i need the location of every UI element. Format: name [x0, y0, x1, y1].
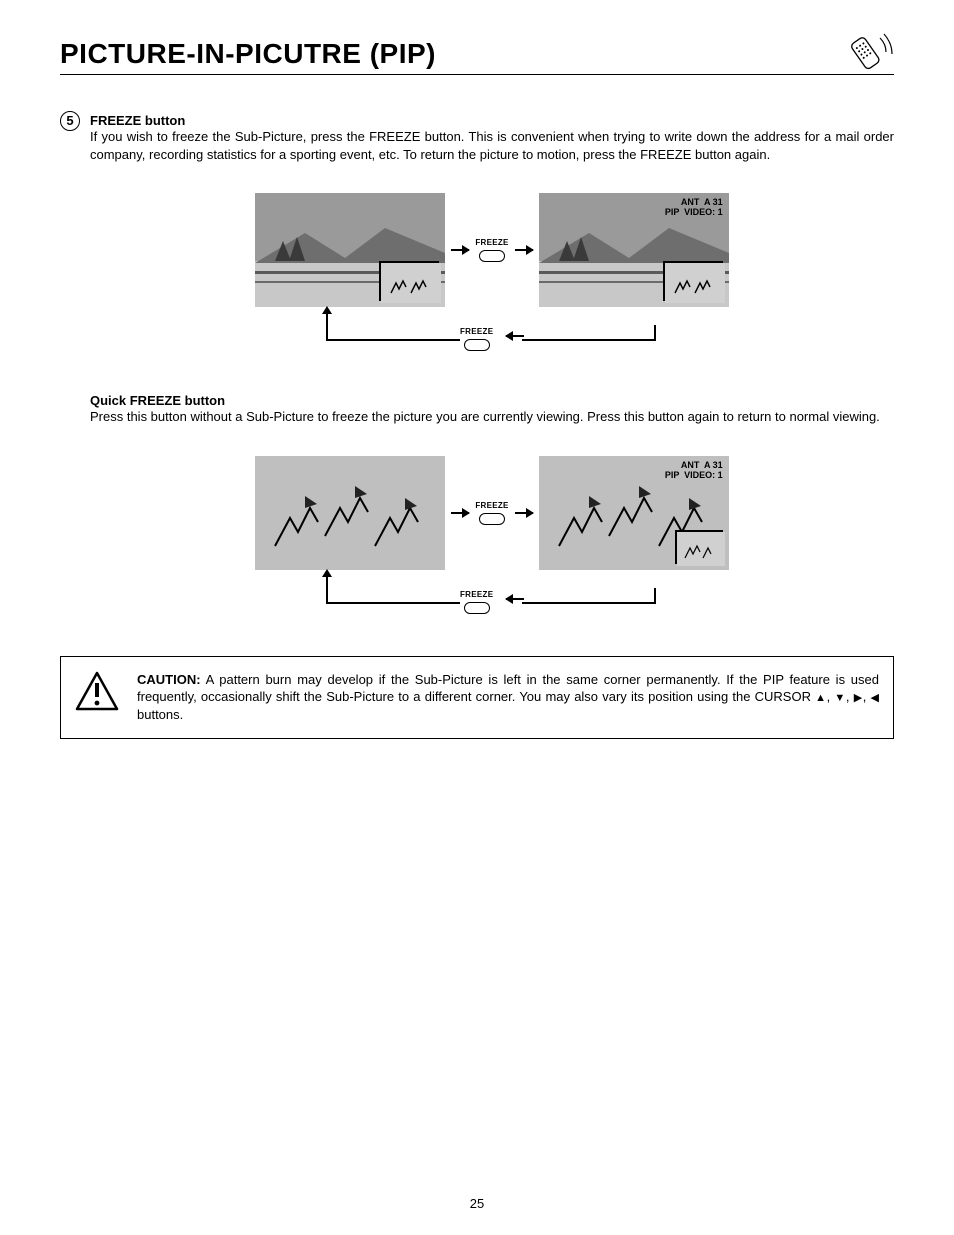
oval-button-icon: [464, 602, 490, 614]
cursor-left-icon: ◀: [871, 692, 879, 704]
oval-button-icon: [464, 339, 490, 351]
caution-box: CAUTION: A pattern burn may develop if t…: [60, 656, 894, 739]
freeze-button-label: FREEZE: [475, 238, 508, 247]
freeze-heading: FREEZE button: [90, 113, 894, 128]
freeze-button-top: FREEZE: [475, 238, 508, 262]
freeze-body: If you wish to freeze the Sub-Picture, p…: [90, 128, 894, 163]
oval-button-icon: [479, 513, 505, 525]
remote-control-icon: [842, 30, 894, 70]
freeze-diagram: FREEZE ANT A 31 PIP VIDEO: 1: [232, 193, 752, 353]
screen-after: ANT A 31 PIP VIDEO: 1: [539, 456, 729, 570]
section-quick-freeze: Quick FREEZE button Press this button wi…: [90, 393, 894, 616]
caution-body-pre: A pattern burn may develop if the Sub-Pi…: [137, 672, 879, 705]
title-rule: [60, 74, 894, 75]
header: PICTURE-IN-PICUTRE (PIP): [60, 30, 894, 70]
caution-body-post: buttons.: [137, 707, 183, 722]
arrow-up-icon: [326, 313, 328, 325]
arrow-right-icon: [515, 512, 533, 514]
arrow-right-icon: [451, 512, 469, 514]
arrow-right-icon: [515, 249, 533, 251]
freeze-button-label: FREEZE: [460, 590, 493, 599]
arrow-right-icon: [451, 249, 469, 251]
caution-text: CAUTION: A pattern burn may develop if t…: [137, 671, 879, 724]
freeze-button-label: FREEZE: [460, 327, 493, 336]
section-freeze: 5 FREEZE button If you wish to freeze th…: [90, 113, 894, 353]
osd-text: ANT A 31 PIP VIDEO: 1: [665, 460, 723, 481]
cursor-down-icon: ▼: [834, 692, 845, 704]
arrow-left-icon: [506, 598, 524, 600]
page-number: 25: [0, 1196, 954, 1211]
oval-button-icon: [479, 250, 505, 262]
arrow-up-icon: [326, 576, 328, 588]
step-number: 5: [60, 111, 80, 131]
quick-freeze-body: Press this button without a Sub-Picture …: [90, 408, 894, 426]
cursor-up-icon: ▲: [815, 692, 826, 704]
cursor-right-icon: ▶: [854, 692, 863, 704]
screen-before: [255, 456, 445, 570]
page-title: PICTURE-IN-PICUTRE (PIP): [60, 38, 436, 70]
caution-label: CAUTION:: [137, 672, 201, 687]
freeze-button-label: FREEZE: [475, 501, 508, 510]
quick-freeze-heading: Quick FREEZE button: [90, 393, 894, 408]
osd-text: ANT A 31 PIP VIDEO: 1: [665, 197, 723, 218]
quick-freeze-diagram: FREEZE: [232, 456, 752, 616]
screen-before: [255, 193, 445, 307]
screen-after: ANT A 31 PIP VIDEO: 1: [539, 193, 729, 307]
warning-triangle-icon: [75, 671, 119, 711]
freeze-button-top: FREEZE: [475, 501, 508, 525]
arrow-left-icon: [506, 335, 524, 337]
